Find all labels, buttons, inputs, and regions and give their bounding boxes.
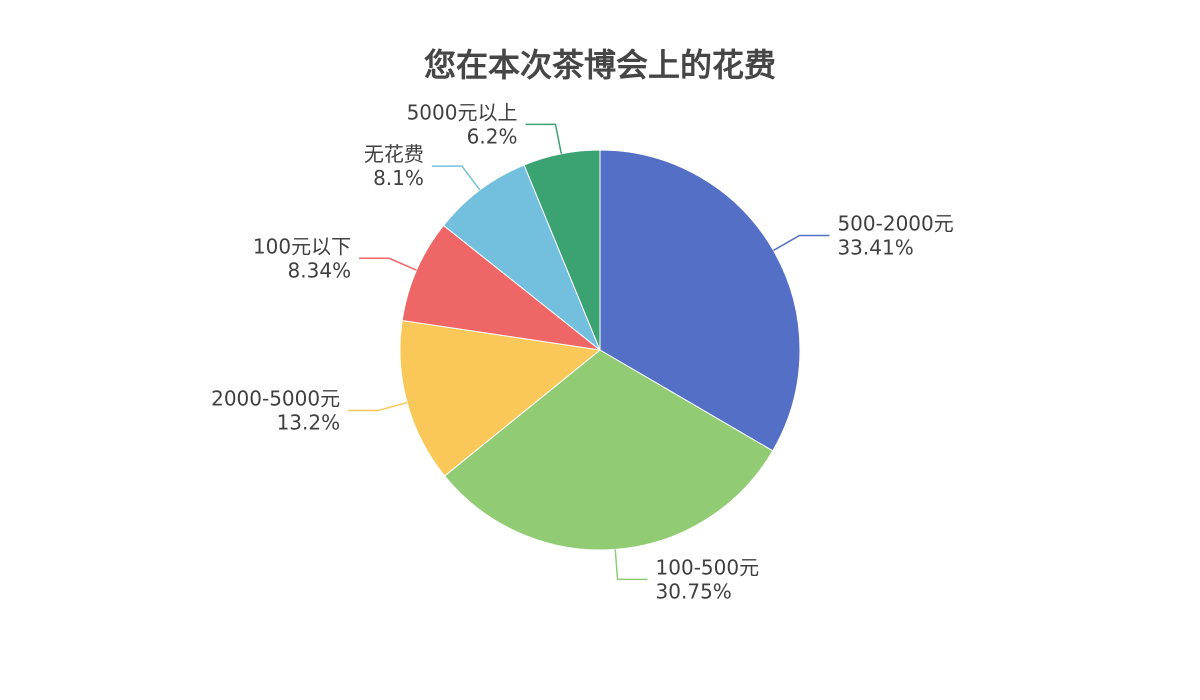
slice-percent-label: 8.1% bbox=[373, 166, 424, 190]
slice-percent-label: 8.34% bbox=[288, 258, 352, 282]
slice-percent-label: 33.41% bbox=[837, 235, 913, 259]
slice-percent-label: 13.2% bbox=[277, 411, 341, 435]
slice-name-label: 100-500元 bbox=[656, 555, 760, 579]
label-line-3 bbox=[359, 257, 417, 271]
slice-name-label: 5000元以上 bbox=[407, 100, 518, 124]
label-line-4 bbox=[431, 165, 481, 191]
label-line-5 bbox=[525, 123, 563, 154]
pie-slice-2[interactable] bbox=[399, 319, 602, 477]
pie-slice-4[interactable] bbox=[442, 164, 602, 352]
slice-percent-label: 30.75% bbox=[656, 579, 732, 603]
slice-percent-label: 6.2% bbox=[467, 124, 518, 148]
slice-name-label: 无花费 bbox=[364, 142, 424, 166]
pie-slice-1[interactable] bbox=[443, 349, 774, 551]
chart-title: 您在本次茶博会上的花费 bbox=[423, 46, 776, 84]
pie-slice-0[interactable] bbox=[599, 149, 801, 452]
label-line-0 bbox=[773, 234, 830, 252]
label-line-2 bbox=[348, 401, 408, 412]
pie-slice-5[interactable] bbox=[523, 149, 601, 351]
slice-name-label: 2000-5000元 bbox=[211, 387, 340, 411]
slice-name-label: 500-2000元 bbox=[837, 211, 953, 235]
pie-slice-3[interactable] bbox=[401, 224, 602, 351]
slice-name-label: 100元以下 bbox=[253, 234, 351, 258]
label-line-1 bbox=[614, 549, 648, 581]
